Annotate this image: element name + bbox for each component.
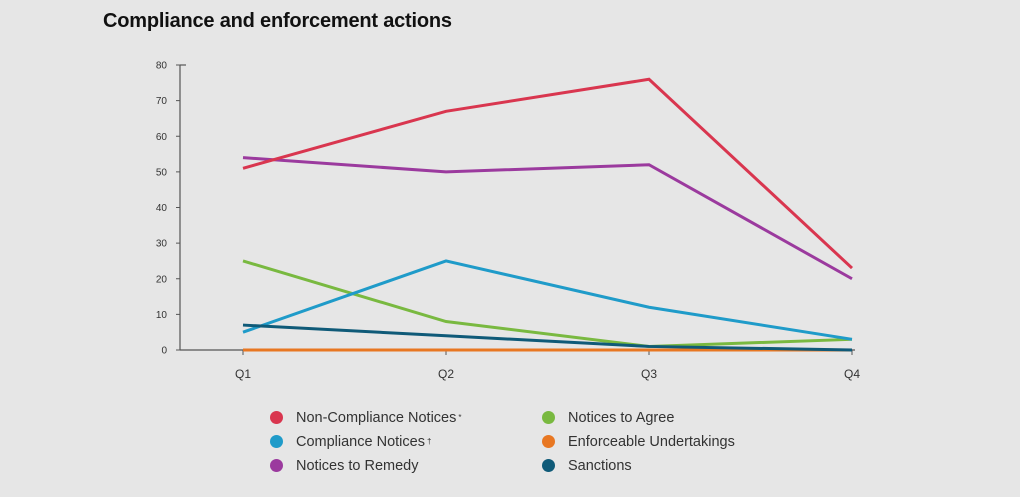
- legend-item-non-compliance-notices: Non-Compliance Notices *: [270, 408, 542, 427]
- x-tick-label: Q3: [641, 367, 657, 381]
- y-tick-label: 50: [156, 167, 168, 178]
- legend-item-notices-to-remedy: Notices to Remedy: [270, 456, 542, 475]
- series-line-sanctions: [242, 323, 853, 352]
- legend-label: Notices to Remedy: [296, 457, 419, 474]
- x-tick-label: Q1: [235, 367, 251, 381]
- line-chart: 0 10 20 30 40 50 60 70 80 Q1 Q2 Q3 Q4: [156, 61, 860, 382]
- legend-label: Sanctions: [568, 457, 632, 474]
- x-tick-label: Q4: [844, 367, 860, 381]
- y-tick-label: 80: [156, 61, 168, 72]
- legend-swatch-icon: [542, 459, 555, 472]
- y-tick-label: 20: [156, 274, 168, 285]
- y-tick-label: 10: [156, 310, 168, 321]
- legend-swatch-icon: [542, 435, 555, 448]
- series-line-non-compliance-notices: [242, 77, 854, 270]
- legend-item-notices-to-agree: Notices to Agree: [542, 408, 792, 427]
- legend-item-compliance-notices: Compliance Notices †: [270, 432, 542, 451]
- legend-label: Notices to Agree: [568, 409, 675, 426]
- y-tick-label: 60: [156, 132, 168, 143]
- y-tick-label: 30: [156, 239, 168, 250]
- legend-swatch-icon: [270, 411, 283, 424]
- y-tick-label: 70: [156, 96, 168, 107]
- legend-swatch-icon: [542, 411, 555, 424]
- chart-legend: Non-Compliance Notices * Notices to Agree C…: [270, 408, 792, 475]
- legend-footnote-mark: *: [458, 413, 462, 422]
- legend-footnote-mark: †: [426, 437, 432, 446]
- y-tick-label: 40: [156, 203, 168, 214]
- chart-title: Compliance and enforcement actions: [103, 10, 452, 32]
- legend-label: Compliance Notices: [296, 433, 425, 450]
- series-line-compliance-notices: [242, 259, 853, 341]
- legend-item-enforceable-undertakings: Enforceable Undertakings: [542, 432, 792, 451]
- legend-label: Non-Compliance Notices: [296, 409, 457, 426]
- x-tick-label: Q2: [438, 367, 454, 381]
- y-tick-label: 0: [161, 346, 167, 357]
- legend-label: Enforceable Undertakings: [568, 433, 735, 450]
- legend-swatch-icon: [270, 435, 283, 448]
- legend-swatch-icon: [270, 459, 283, 472]
- series-line-notices-to-agree: [242, 259, 853, 348]
- legend-item-sanctions: Sanctions: [542, 456, 792, 475]
- series-line-notices-to-remedy: [242, 156, 853, 281]
